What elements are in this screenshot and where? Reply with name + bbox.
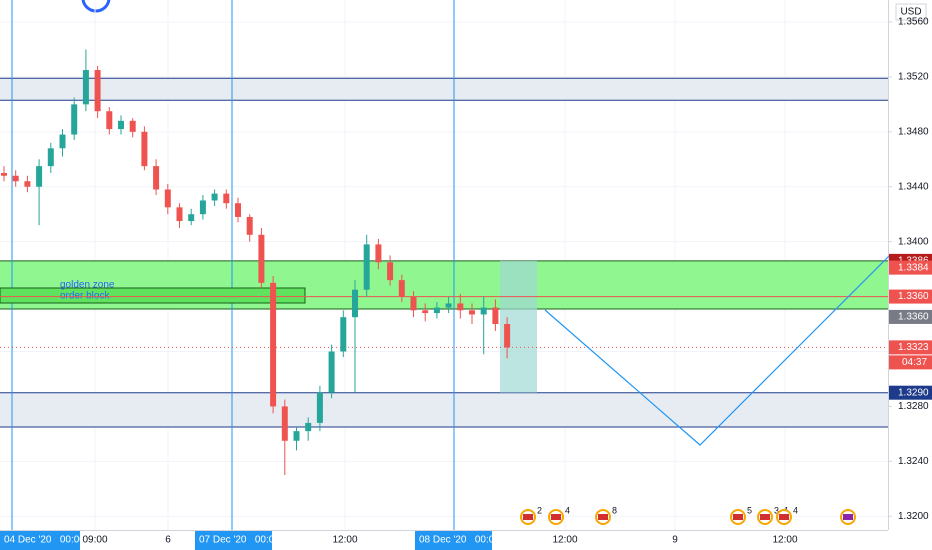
event-flag <box>523 514 533 520</box>
event-count: 2 <box>537 505 542 515</box>
event-count: 5 <box>747 505 752 515</box>
y-tick-label: 1.3280 <box>898 401 929 412</box>
currency-box <box>895 3 927 21</box>
currency: USD <box>900 7 921 18</box>
candle-body <box>118 120 124 130</box>
event-count: 8 <box>612 505 617 515</box>
projection <box>544 254 891 446</box>
candle-body <box>164 189 171 208</box>
event-flag <box>760 514 770 520</box>
price-tag <box>889 289 932 304</box>
candle-body <box>235 203 241 217</box>
candle-body <box>199 200 206 215</box>
candle-body <box>433 307 440 314</box>
candle-body <box>258 234 265 283</box>
price-tag <box>889 385 932 400</box>
annotation: golden zone <box>60 280 115 291</box>
event-count: 4 <box>565 505 570 515</box>
price-tag <box>889 340 932 355</box>
candle-body <box>316 392 323 423</box>
x-tick-label: 04 Dec '20 00:00 <box>4 535 85 546</box>
candle-body <box>211 193 218 201</box>
y-tick-label: 1.3440 <box>898 181 929 192</box>
candle-body <box>71 104 78 135</box>
event-flag <box>551 514 561 520</box>
x-tick-label: 12:00 <box>332 535 357 546</box>
x-tick-label: 6 <box>165 535 171 546</box>
candle-body <box>422 310 429 314</box>
candle-body <box>270 282 277 407</box>
candle-body <box>176 207 183 222</box>
countdown-tag <box>889 355 932 370</box>
event-count: 4 <box>793 505 798 515</box>
candle-body <box>352 289 358 318</box>
price-tag <box>889 309 932 324</box>
candle-body <box>141 131 148 167</box>
logo <box>81 0 111 13</box>
candle-body <box>1 173 7 176</box>
y-tick-label: 1.3200 <box>898 511 929 522</box>
y-tick-label: 1.3480 <box>898 126 929 137</box>
candle-body <box>492 307 499 325</box>
candle-body <box>47 148 54 167</box>
candle-body <box>94 70 101 112</box>
candle-body <box>340 317 347 352</box>
candle-body <box>363 244 370 290</box>
candle-body <box>445 303 452 308</box>
candle-body <box>387 262 394 281</box>
candle-body <box>129 120 136 132</box>
order-block <box>0 287 306 304</box>
y-tick-label: 1.3560 <box>898 17 929 28</box>
time-highlight <box>0 531 80 550</box>
event-count: 3 <box>774 505 779 515</box>
candle-body <box>457 303 464 311</box>
price-tag-label: 1.3360 <box>898 312 929 323</box>
candle-body <box>410 296 417 311</box>
price-tag-label: 1.3384 <box>898 262 929 273</box>
x-tick-label: 12:00 <box>772 535 797 546</box>
candle-body <box>36 166 43 187</box>
candle-body <box>153 166 160 190</box>
candle-body <box>12 175 19 182</box>
time-highlight <box>415 531 492 550</box>
x-tick-label: 07 Dec '20 00:00 <box>199 535 280 546</box>
y-tick-label: 1.3240 <box>898 456 929 467</box>
candle-body <box>293 431 300 441</box>
zone <box>0 392 888 428</box>
event-flag <box>843 514 853 520</box>
candle-body <box>375 244 382 263</box>
y-tick-label: 1.3520 <box>898 72 929 83</box>
countdown: 04:37 <box>902 357 927 368</box>
price-tag-label: 1.3323 <box>898 342 929 353</box>
candle-body <box>59 134 66 149</box>
candle-body <box>469 310 475 315</box>
time-highlight <box>195 531 272 550</box>
x-tick-label: 12:00 <box>552 535 577 546</box>
candle-body <box>398 280 405 297</box>
candle-body <box>106 111 113 130</box>
price-tag-label: 1.3360 <box>898 291 929 302</box>
x-tick-label: 09:00 <box>82 535 107 546</box>
price-tag <box>889 260 932 275</box>
zone <box>0 78 888 101</box>
candle-body <box>480 307 487 315</box>
candle-body <box>223 193 230 204</box>
event-flag <box>733 514 743 520</box>
candle-body <box>328 351 335 393</box>
candle-body <box>82 70 89 105</box>
x-tick-label: 9 <box>672 535 678 546</box>
candle-body <box>24 181 31 187</box>
candle-body <box>305 422 312 432</box>
candle-body <box>504 324 511 348</box>
y-tick-label: 1.3400 <box>898 236 929 247</box>
candle-body <box>281 406 288 441</box>
candle-body <box>246 216 253 235</box>
candle-body <box>188 214 195 222</box>
x-tick-label: 08 Dec '20 00:00 <box>419 535 500 546</box>
price-tag-label: 1.3290 <box>898 387 929 398</box>
event-flag <box>779 514 789 520</box>
event-flag <box>598 514 608 520</box>
